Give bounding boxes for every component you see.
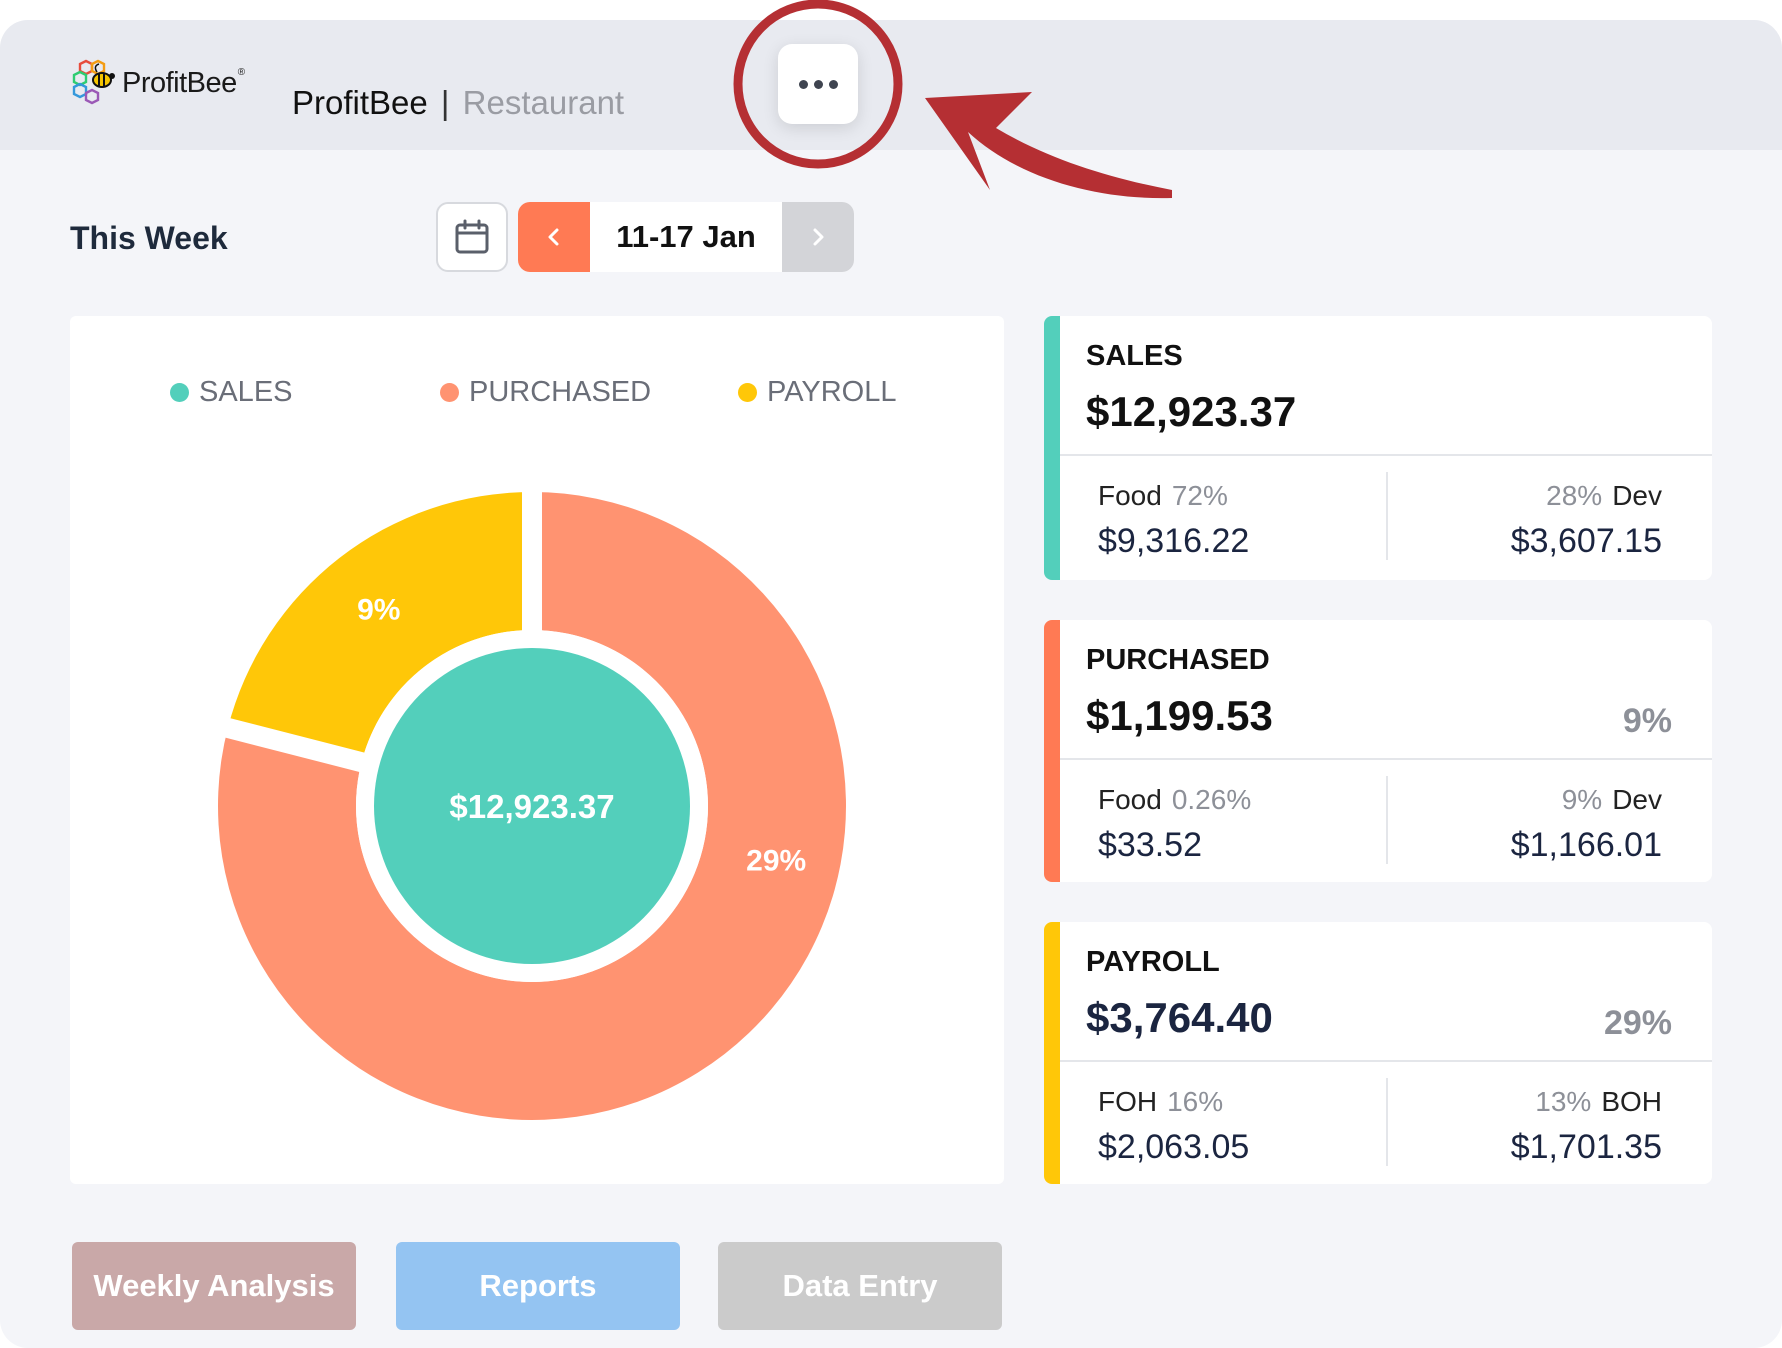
card-percent: 29% xyxy=(1603,1004,1672,1042)
breakdown-pct: 9% xyxy=(1561,784,1603,815)
purchased-card[interactable]: PURCHASED $1,199.53 9% Food 0.26% $33.52 … xyxy=(1044,620,1712,882)
slice-label-payroll: 9% xyxy=(357,593,400,626)
legend-label: PURCHASED xyxy=(469,376,652,408)
period-label: This Week xyxy=(70,220,228,256)
card-total: $1,199.53 xyxy=(1086,692,1273,739)
breakdown-value: $2,063.05 xyxy=(1098,1128,1250,1166)
reports-button[interactable]: Reports xyxy=(396,1242,680,1330)
breakdown-pct: 72% xyxy=(1171,480,1228,511)
legend-item-purchased[interactable]: PURCHASED xyxy=(440,376,651,409)
card-total: $12,923.37 xyxy=(1086,388,1297,435)
breakdown-pct: 0.26% xyxy=(1171,784,1252,815)
breakdown-pct: 28% xyxy=(1546,480,1603,511)
card-right-breakdown: 9% Dev $1,166.01 xyxy=(1511,784,1662,865)
donut-center-label: $12,923.37 xyxy=(449,788,614,825)
legend-label: SALES xyxy=(199,376,293,408)
donut-chart: $12,923.37 29% 9% xyxy=(218,488,846,1120)
next-week-button[interactable] xyxy=(782,202,854,272)
slice-label-purchased: 29% xyxy=(746,845,806,878)
card-left-breakdown: Food 0.26% $33.52 xyxy=(1098,784,1261,865)
card-percent: 9% xyxy=(1622,702,1672,740)
chart-legend: SALES PURCHASED PAYROLL xyxy=(70,376,1004,416)
breakdown-name: Food xyxy=(1098,480,1162,511)
calendar-icon xyxy=(455,219,489,254)
donut-center-sales[interactable] xyxy=(374,648,690,964)
card-divider xyxy=(1060,758,1712,760)
breakdown-value: $9,316.22 xyxy=(1098,522,1250,560)
date-range-picker: 11-17 Jan xyxy=(518,202,854,272)
app-title: ProfitBee | Restaurant xyxy=(292,84,624,122)
breakdown-pct: 16% xyxy=(1167,1086,1224,1117)
breakdown-value: $1,166.01 xyxy=(1510,826,1662,864)
weekly-analysis-button[interactable]: Weekly Analysis xyxy=(72,1242,356,1330)
breakdown-name: Dev xyxy=(1612,480,1662,511)
legend-swatch-payroll xyxy=(738,383,757,402)
previous-week-button[interactable] xyxy=(518,202,590,272)
card-right-breakdown: 13% BOH $1,701.35 xyxy=(1511,1086,1662,1167)
donut-slice-payroll[interactable] xyxy=(227,492,533,763)
calendar-button[interactable] xyxy=(436,202,508,272)
top-bar: ProfitBee® ProfitBee | Restaurant xyxy=(0,20,1782,150)
card-vertical-divider xyxy=(1386,472,1388,560)
legend-swatch-purchased xyxy=(440,383,459,402)
app-context: Restaurant xyxy=(462,84,625,121)
payroll-card[interactable]: PAYROLL $3,764.40 29% FOH 16% $2,063.05 1… xyxy=(1044,922,1712,1184)
card-vertical-divider xyxy=(1386,776,1388,864)
card-vertical-divider xyxy=(1386,1078,1388,1166)
sales-card[interactable]: SALES $12,923.37 Food 72% $9,316.22 28% De… xyxy=(1044,316,1712,580)
sales-accent-bar xyxy=(1044,316,1060,580)
purchased-accent-bar xyxy=(1044,620,1060,882)
bee-logo-icon xyxy=(72,59,115,105)
payroll-accent-bar xyxy=(1044,922,1060,1184)
card-total: $3,764.40 xyxy=(1086,994,1273,1041)
legend-swatch-sales xyxy=(170,383,189,402)
card-title: PURCHASED xyxy=(1086,644,1270,676)
legend-label: PAYROLL xyxy=(767,376,897,408)
card-left-breakdown: Food 72% $9,316.22 xyxy=(1098,480,1249,561)
title-separator: | xyxy=(440,84,450,121)
breakdown-name: FOH xyxy=(1098,1086,1158,1117)
card-divider xyxy=(1060,454,1712,456)
legend-item-sales[interactable]: SALES xyxy=(170,376,293,409)
slice-separator xyxy=(221,717,384,777)
breakdown-name: Food xyxy=(1098,784,1162,815)
data-entry-button[interactable]: Data Entry xyxy=(718,1242,1002,1330)
card-right-breakdown: 28% Dev $3,607.15 xyxy=(1511,480,1662,561)
chart-card: SALES PURCHASED PAYROLL $12,923.37 29% 9% xyxy=(70,316,1004,1184)
card-divider xyxy=(1060,1060,1712,1062)
breakdown-name: Dev xyxy=(1612,784,1662,815)
breakdown-pct: 13% xyxy=(1535,1086,1592,1117)
chevron-left-icon xyxy=(548,228,559,246)
card-title: PAYROLL xyxy=(1086,946,1220,978)
app-window: ProfitBee® ProfitBee | Restaurant This W… xyxy=(0,20,1782,1348)
breakdown-value: $1,701.35 xyxy=(1510,1128,1662,1166)
profitbee-logo[interactable]: ProfitBee® xyxy=(70,58,245,108)
breakdown-name: BOH xyxy=(1601,1086,1662,1117)
logo-wordmark: ProfitBee® xyxy=(122,66,245,99)
legend-item-payroll[interactable]: PAYROLL xyxy=(738,376,896,409)
more-options-button[interactable] xyxy=(778,44,858,124)
breakdown-value: $3,607.15 xyxy=(1510,522,1662,560)
app-name: ProfitBee xyxy=(292,84,428,121)
card-left-breakdown: FOH 16% $2,063.05 xyxy=(1098,1086,1249,1167)
breakdown-value: $33.52 xyxy=(1098,826,1202,864)
card-title: SALES xyxy=(1086,340,1183,372)
donut-slice-purchased[interactable] xyxy=(218,492,846,1120)
date-range-text: 11-17 Jan xyxy=(616,219,756,254)
more-horizontal-icon xyxy=(798,79,808,89)
chevron-right-icon xyxy=(813,228,824,246)
